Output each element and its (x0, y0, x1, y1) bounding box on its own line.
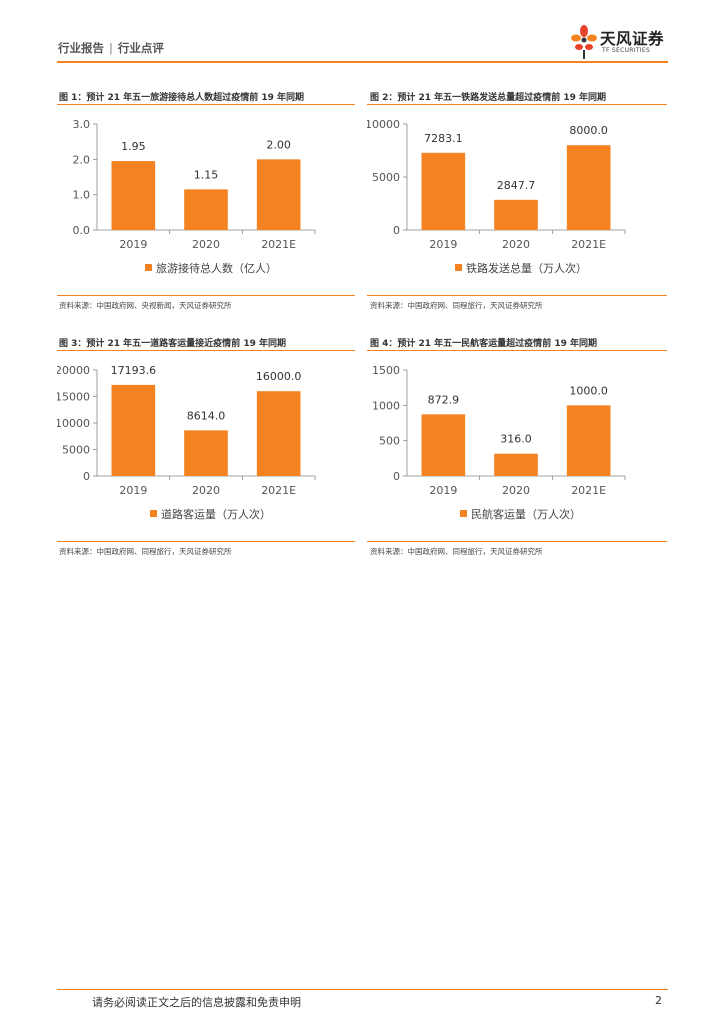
figure-1-source: 资料来源：中国政府网、央视新闻，天风证券研究所 (59, 301, 232, 310)
y-tick-label: 0.0 (73, 224, 91, 237)
page-header: 行业报告 | 行业点评 (58, 40, 668, 66)
bar-2021E (566, 145, 611, 230)
company-logo: 天风证券 TF SECURITIES (570, 24, 680, 64)
bar-2020 (494, 199, 538, 230)
chart-svg: 0 5000 10000 15000 20000 17193.6 2019 8614.0 202… (57, 364, 316, 521)
x-tick-label: 2020 (502, 238, 530, 251)
bar-value-label: 1.95 (121, 140, 146, 153)
bar-value-label: 1000.0 (569, 384, 608, 397)
category-label: 行业点评 (117, 41, 164, 55)
bar-value-label: 17193.6 (111, 364, 157, 377)
logo-flower-icon (571, 25, 597, 59)
bar-value-label: 872.9 (428, 393, 460, 406)
bar-2020 (494, 453, 538, 476)
chart-svg: 0.0 1.0 2.0 3.0 1.95 2019 1.15 2020 2.00 2021E 旅游接… (73, 118, 316, 275)
figure-4-bottom-rule (367, 541, 667, 542)
y-tick-label: 1000 (372, 399, 400, 412)
x-tick-label: 2021E (571, 484, 606, 497)
bar-2021E (256, 391, 301, 476)
bar-2019 (111, 161, 156, 230)
logo-subtitle: TF SECURITIES (602, 47, 651, 54)
x-tick-label: 2020 (502, 484, 530, 497)
legend-swatch (145, 264, 152, 271)
figure-4-title: 图 4：预计 21 年五一民航客运量超过疫情前 19 年同期 (370, 339, 597, 349)
figure-1-title: 图 1：预计 21 年五一旅游接待总人数超过疫情前 19 年同期 (59, 93, 304, 103)
disclaimer-text: 请务必阅读正文之后的信息披露和免责申明 (92, 996, 301, 1009)
figure-1-chart: 0.0 1.0 2.0 3.0 1.95 2019 1.15 2020 2.00 2021E 旅游接… (57, 108, 357, 293)
bar-value-label: 2.00 (266, 138, 291, 151)
figure-4-top-rule (367, 350, 667, 351)
bar-value-label: 8614.0 (187, 409, 226, 422)
x-tick-label: 2019 (119, 484, 147, 497)
figure-3-top-rule (57, 350, 355, 351)
x-tick-label: 2019 (429, 238, 457, 251)
bar-2021E (566, 405, 611, 476)
legend-label: 旅游接待总人数（亿人） (156, 261, 277, 275)
y-tick-label: 2.0 (73, 153, 91, 166)
y-tick-label: 5000 (372, 171, 400, 184)
chart-svg: 0 5000 10000 7283.1 2019 2847.7 2020 8000.0 2021… (367, 118, 626, 275)
figure-1-top-rule (57, 104, 355, 105)
doc-type-label: 行业报告 (58, 41, 104, 55)
figure-2-source: 资料来源：中国政府网、同程旅行，天风证券研究所 (370, 301, 543, 310)
x-tick-label: 2019 (429, 484, 457, 497)
y-tick-label: 0 (393, 470, 400, 483)
y-tick-label: 0 (393, 224, 400, 237)
bar-value-label: 16000.0 (256, 370, 302, 383)
page-number: 2 (655, 994, 662, 1007)
bar-2019 (421, 414, 466, 476)
legend-swatch (455, 264, 462, 271)
bar-2021E (256, 159, 301, 230)
header-separator: | (109, 41, 113, 55)
x-tick-label: 2020 (192, 238, 220, 251)
y-tick-label: 10000 (57, 417, 90, 430)
figure-3-bottom-rule (57, 541, 355, 542)
y-tick-label: 3.0 (73, 118, 91, 131)
figure-3-source: 资料来源：中国政府网、同程旅行，天风证券研究所 (59, 547, 232, 556)
bar-value-label: 8000.0 (569, 124, 608, 137)
figure-2-bottom-rule (367, 295, 667, 296)
legend-label: 铁路发送总量（万人次） (466, 261, 587, 275)
bar-value-label: 1.15 (194, 168, 219, 181)
legend-swatch (150, 510, 157, 517)
figure-1-bottom-rule (57, 295, 355, 296)
x-tick-label: 2021E (261, 484, 296, 497)
y-tick-label: 15000 (57, 391, 90, 404)
figure-3-title: 图 3：预计 21 年五一道路客运量接近疫情前 19 年同期 (59, 339, 286, 349)
bar-2019 (111, 384, 156, 476)
legend-label: 民航客运量（万人次） (471, 507, 581, 521)
figure-2-title: 图 2：预计 21 年五一铁路发送总量超过疫情前 19 年同期 (370, 93, 606, 103)
x-tick-label: 2021E (571, 238, 606, 251)
legend-label: 道路客运量（万人次） (161, 507, 271, 521)
figure-4-chart: 0 500 1000 1500 872.9 2019 316.0 2020 1000.0 2021… (367, 354, 667, 539)
legend-swatch (460, 510, 467, 517)
bar-2019 (421, 152, 466, 230)
figure-4-source: 资料来源：中国政府网、同程旅行，天风证券研究所 (370, 547, 543, 556)
y-tick-label: 1.0 (73, 189, 91, 202)
y-tick-label: 10000 (367, 118, 400, 131)
chart-svg: 0 500 1000 1500 872.9 2019 316.0 2020 1000.0 2021… (372, 364, 626, 521)
bar-2020 (184, 189, 228, 230)
header-rule (57, 61, 668, 63)
figure-2-top-rule (367, 104, 667, 105)
figure-2-chart: 0 5000 10000 7283.1 2019 2847.7 2020 8000.0 2021… (367, 108, 667, 293)
y-tick-label: 1500 (372, 364, 400, 377)
y-tick-label: 5000 (62, 444, 90, 457)
figure-3-chart: 0 5000 10000 15000 20000 17193.6 2019 8614.0 202… (57, 354, 357, 539)
logo-text: 天风证券 (600, 30, 665, 48)
y-tick-label: 20000 (57, 364, 90, 377)
x-tick-label: 2020 (192, 484, 220, 497)
footer-rule (57, 989, 668, 990)
x-tick-label: 2021E (261, 238, 296, 251)
bar-value-label: 7283.1 (424, 132, 463, 145)
bar-value-label: 2847.7 (497, 179, 536, 192)
bar-value-label: 316.0 (500, 433, 532, 446)
bar-2020 (184, 430, 228, 476)
x-tick-label: 2019 (119, 238, 147, 251)
y-tick-label: 500 (379, 435, 400, 448)
y-tick-label: 0 (83, 470, 90, 483)
